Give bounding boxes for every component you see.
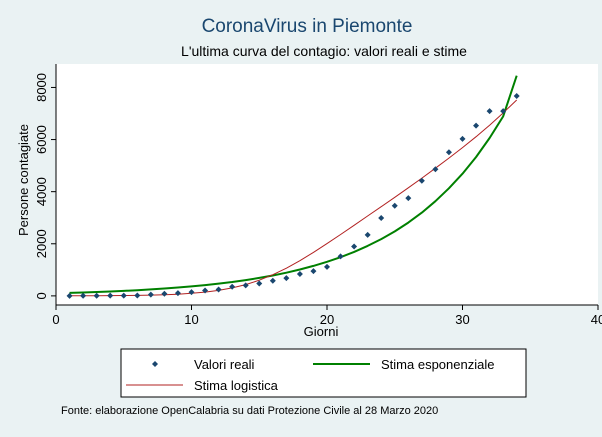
legend-box <box>120 348 527 398</box>
chart-subtitle: L'ultima curva del contagio: valori real… <box>181 43 467 59</box>
data-point <box>473 122 480 129</box>
data-point <box>500 108 507 115</box>
data-point <box>337 253 344 260</box>
y-tick-label: 4000 <box>34 177 49 206</box>
data-point <box>405 195 412 202</box>
series-exp <box>69 75 518 294</box>
y-tick-label: 6000 <box>34 125 49 154</box>
y-tick-label: 8000 <box>34 73 49 102</box>
data-point <box>242 282 249 289</box>
data-point <box>324 263 330 270</box>
legend: Valori reali Stima esponenziale Stima lo… <box>120 348 527 398</box>
y-axis-title: Persone contagiate <box>16 124 31 236</box>
x-tick-label: 40 <box>591 312 602 327</box>
data-point <box>445 149 452 156</box>
data-point <box>513 93 520 100</box>
legend-marker-points <box>152 361 158 367</box>
series-points <box>66 93 520 299</box>
data-point <box>107 292 114 299</box>
exp-fit-line <box>69 75 518 294</box>
data-point <box>351 243 358 250</box>
data-point <box>391 202 398 209</box>
x-axis: 0 10 20 30 40 <box>52 304 602 327</box>
data-point <box>256 280 263 287</box>
data-point <box>147 291 154 298</box>
x-tick-label: 10 <box>184 312 198 327</box>
data-point <box>283 275 290 282</box>
data-point <box>459 135 466 142</box>
data-point <box>188 289 195 296</box>
x-tick-label: 30 <box>455 312 469 327</box>
data-point <box>269 277 276 284</box>
data-point <box>432 166 439 173</box>
data-point <box>120 292 127 299</box>
data-point <box>215 286 222 293</box>
x-tick-label: 20 <box>320 312 334 327</box>
series-log <box>69 99 518 297</box>
legend-label-points: Valori reali <box>194 357 255 372</box>
legend-label-exp: Stima esponenziale <box>381 357 494 372</box>
data-point <box>378 215 385 222</box>
y-tick-label: 0 <box>34 292 49 299</box>
source-note: Fonte: elaborazione OpenCalabria su dati… <box>61 405 438 417</box>
data-point <box>134 292 141 299</box>
x-tick-label: 0 <box>52 312 59 327</box>
data-point <box>93 292 100 299</box>
legend-label-log: Stima logistica <box>194 378 279 393</box>
data-point <box>486 108 493 115</box>
y-tick-label: 2000 <box>34 229 49 258</box>
data-point <box>174 290 181 297</box>
x-axis-title: Giorni <box>304 324 339 339</box>
data-point <box>364 231 371 238</box>
data-point <box>229 283 236 290</box>
chart-title: CoronaVirus in Piemonte <box>202 16 413 37</box>
y-axis: 0 2000 4000 6000 8000 <box>34 64 57 305</box>
data-point <box>296 270 303 277</box>
logistic-fit-line <box>69 99 518 297</box>
data-point <box>202 287 209 294</box>
data-point <box>418 177 425 184</box>
data-point <box>161 290 168 297</box>
data-point <box>66 292 73 299</box>
data-point <box>310 268 317 275</box>
data-point <box>80 292 87 299</box>
